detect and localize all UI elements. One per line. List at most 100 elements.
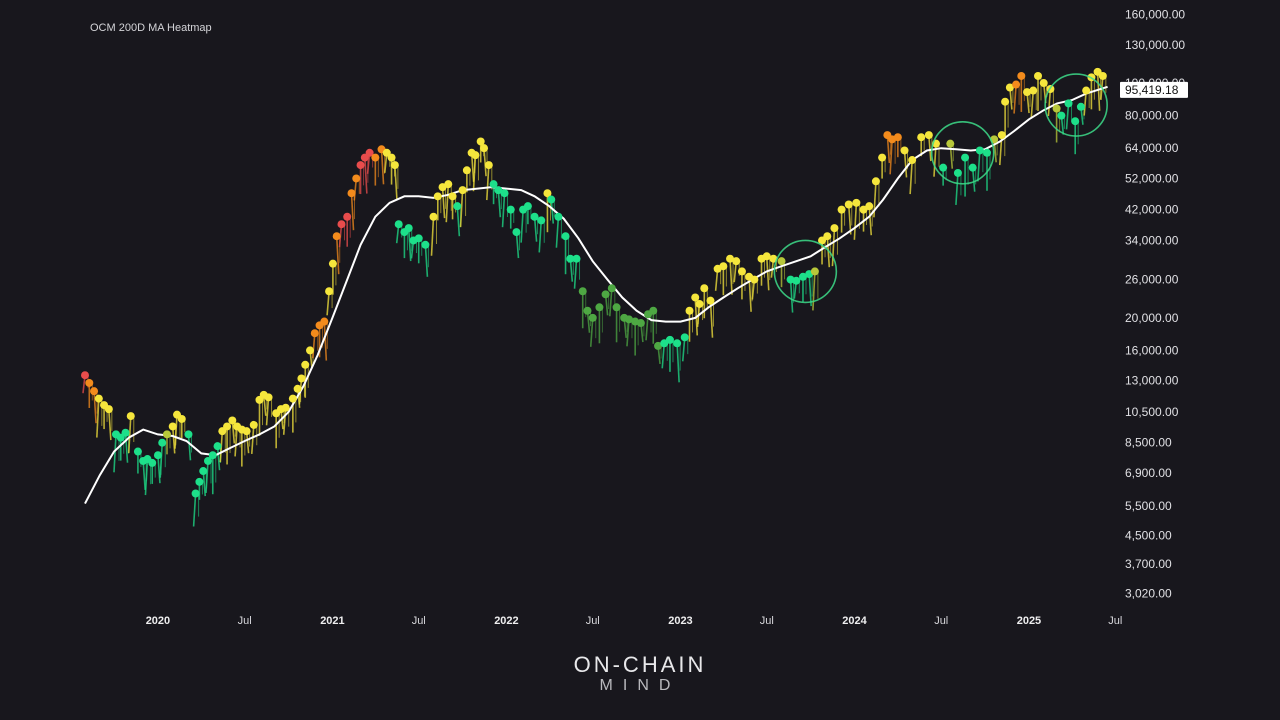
price-wick (350, 193, 355, 231)
heat-dot (433, 192, 442, 201)
heat-dot (293, 384, 302, 393)
heat-dot (480, 144, 489, 153)
heat-dot (946, 139, 955, 148)
heat-dot (750, 275, 759, 284)
heat-dot (975, 146, 984, 155)
price-wick (187, 434, 192, 461)
x-tick-label: Jul (412, 615, 426, 627)
x-tick-label: 2025 (1017, 615, 1041, 627)
price-wick (1047, 88, 1052, 117)
price-wick (441, 187, 446, 219)
price-wick (681, 337, 686, 362)
heat-dot (798, 272, 807, 281)
x-tick-label: Jul (238, 615, 252, 627)
heat-dot (893, 133, 902, 142)
ma-200d-line (84, 85, 1108, 505)
heat-dot (595, 303, 604, 312)
heat-dot (871, 177, 880, 186)
price-wick (282, 407, 287, 435)
heat-dot (306, 346, 315, 355)
y-tick-label: 3,700.00 (1125, 557, 1172, 571)
heat-dot (1082, 86, 1091, 95)
heat-dot (1012, 80, 1021, 89)
price-wick (609, 288, 613, 317)
heat-dot (726, 254, 735, 263)
heat-dot (695, 299, 704, 308)
heat-dots (81, 67, 1107, 498)
heat-dot (471, 151, 480, 160)
price-wick (174, 414, 178, 449)
y-tick-label: 42,000.00 (1125, 203, 1179, 217)
x-tick-label: Jul (1108, 615, 1122, 627)
x-tick-label: 2023 (668, 615, 692, 627)
heat-dot (719, 262, 728, 271)
price-wick (520, 209, 524, 243)
highlight-circle (930, 120, 995, 185)
heat-dot (1071, 117, 1080, 126)
heat-dot (121, 428, 130, 437)
heat-dot (195, 477, 204, 486)
heat-dot (414, 234, 423, 243)
heat-dot (554, 212, 563, 221)
price-wick (407, 228, 412, 262)
heat-dot (199, 467, 208, 476)
heat-dot (191, 489, 200, 498)
heat-dot (547, 195, 556, 204)
heat-dot (228, 416, 237, 425)
heat-dot (288, 394, 297, 403)
heat-dot (588, 313, 597, 322)
price-wick (661, 343, 666, 369)
price-wick (470, 152, 475, 182)
heat-dot (700, 284, 709, 293)
heat-dot (126, 412, 135, 421)
price-wick (394, 165, 398, 200)
price-wick (250, 424, 255, 454)
y-tick-label: 16,000.00 (1125, 343, 1179, 357)
price-wick (265, 397, 270, 426)
price-wick (157, 455, 161, 484)
price-wick (108, 409, 112, 441)
heat-dot (852, 198, 861, 207)
price-wick (380, 149, 385, 185)
price-wick (486, 165, 490, 201)
heat-dot (337, 220, 346, 229)
heat-dot (654, 341, 663, 350)
ma-line-group (84, 85, 1108, 505)
price-wick (538, 220, 543, 253)
price-wick (748, 276, 752, 312)
heat-dot (968, 163, 977, 172)
price-wick (831, 228, 836, 267)
heat-dot (512, 228, 521, 237)
heat-dot (204, 456, 212, 465)
y-tick-label: 52,000.00 (1125, 171, 1179, 185)
price-wick (853, 202, 858, 240)
heat-dot (983, 148, 991, 157)
heat-dot (404, 224, 413, 233)
heat-dot (343, 212, 352, 221)
y-tick-label: 34,000.00 (1125, 233, 1179, 247)
x-tick-label: Jul (760, 615, 774, 627)
price-wick (202, 470, 207, 497)
price-wick (234, 426, 238, 457)
y-tick-label: 130,000.00 (1125, 38, 1185, 52)
price-wick (430, 216, 435, 256)
heat-dot (1098, 71, 1107, 80)
heat-dot (390, 161, 399, 170)
heat-dot (484, 161, 493, 170)
heat-dot (636, 319, 645, 328)
heat-dot (762, 252, 771, 261)
heat-dot (81, 371, 89, 380)
heat-dot (153, 451, 162, 460)
price-wick (977, 150, 981, 182)
heat-dot (500, 189, 509, 198)
y-tick-label: 6,900.00 (1125, 466, 1172, 480)
heat-dot (347, 189, 356, 198)
heat-dot (310, 329, 319, 338)
price-wick (205, 460, 209, 494)
heat-dot (453, 202, 462, 211)
highlight-circles (773, 73, 1108, 304)
x-tick-label: 2022 (494, 615, 518, 627)
heat-dot (158, 438, 167, 447)
y-tick-label: 10,500.00 (1125, 405, 1179, 419)
price-wick (626, 319, 630, 347)
